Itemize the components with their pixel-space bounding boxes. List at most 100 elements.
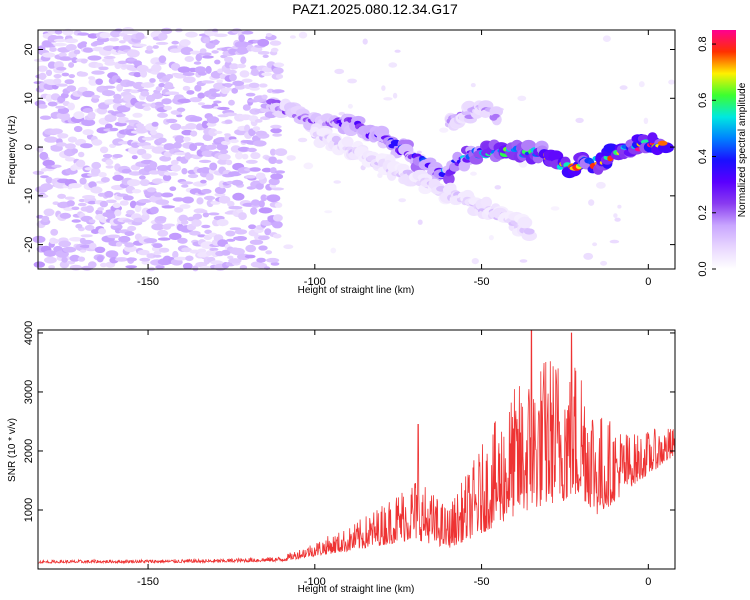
spectrogram-cell [224,69,237,75]
spectrogram-cell [198,71,207,76]
spectrogram-cell [210,260,224,265]
spectrogram-cell [127,225,137,232]
spectrogram-cell [95,78,103,85]
y-tick-label: 4000 [23,321,35,345]
spectrogram-cell [40,175,49,179]
spectrogram-cell [297,137,308,143]
spectrogram-cell [199,209,208,213]
spectrogram-cell [151,121,159,127]
spectrogram-cell [226,238,236,242]
spectrogram-cell [33,261,45,268]
spectrogram-cell [104,123,113,130]
spectrogram-cell [262,54,269,58]
spectrogram-cell [110,30,122,38]
spectrogram-cell [71,57,78,64]
spectrogram-cell [193,142,205,146]
spectrogram-cell [184,56,195,62]
spectrogram-cell [64,143,76,150]
y-tick-label: 0 [23,144,35,150]
spectrogram-cell [224,56,234,63]
spectrogram-cell [250,207,258,215]
spectrogram-cell [52,238,59,244]
spectrogram-cell [152,243,163,248]
spectrogram-cell [75,159,86,168]
colorbar-tick-label: 0.4 [697,149,709,164]
spectrogram-cell [77,32,89,36]
spectrogram-cell [249,239,264,245]
spectrogram-cell [239,70,250,78]
spectrogram-cell [131,155,138,160]
spectrogram-cell [59,56,73,61]
spectrogram-cell [208,128,218,137]
spectrogram-cell [195,53,203,62]
spectrogram-cell [48,265,55,270]
spectrogram-cell [209,247,219,252]
x-tick-label: 0 [645,276,651,288]
spectrogram-cell [170,159,179,166]
spectrogram-cell [153,192,163,198]
spectrogram-cell [68,74,76,79]
spectrogram-cell [71,148,78,154]
spectrogram-cell [245,244,257,253]
spectrogram-cell [186,90,195,95]
spectrogram-cell [97,207,104,211]
spectrogram-cell [78,86,88,92]
spectrogram-cell [129,200,137,209]
spectrogram-cell [193,61,202,65]
spectrogram-cell [182,85,191,91]
spectrogram-cell [398,198,407,203]
spectrogram-cell [64,196,75,200]
spectrogram-cell [258,245,268,251]
x-tick-label: -100 [304,576,326,588]
spectrogram-cell [205,41,216,49]
spectrogram-cell [43,250,57,257]
spectrogram-cell [88,181,97,189]
spectrogram-cell [668,79,675,85]
spectrogram-cell [196,197,204,205]
spectrogram-cell [49,47,57,52]
spectrogram-cell [234,229,248,235]
spectrogram-cell [202,212,210,218]
spectrogram-cell [231,179,244,186]
spectrogram-cell [151,178,164,184]
spectrogram-cell [91,161,102,170]
spectrogram-cell [213,100,222,104]
spectrogram-cell [137,249,150,256]
spectrogram-cell [250,152,261,160]
spectrogram-cell [213,33,228,38]
spectrogram-cell [161,98,172,105]
spectrogram-cell [105,159,114,166]
spectrogram-cell [115,241,122,247]
spectrogram-panel: -150 -100 -50 0 20 10 0 -10 -20 Height of strai… [7,27,676,296]
spectrogram-cell [94,246,106,253]
spectrogram-cell [163,223,176,227]
spectrogram-y-ticks: 20 10 0 -10 -20 [23,43,675,253]
snr-panel: -150 -100 -50 0 1000 2000 3000 4000 Height of … [7,321,676,595]
spectrogram-cell [89,242,97,250]
spectrogram-cell [205,65,212,74]
spectrogram-cell [142,145,155,150]
spectrogram-cell [53,42,67,47]
spectrogram-cell [183,136,191,142]
spectrogram-cell [249,167,261,172]
spectrogram-cell [140,90,150,97]
snr-y-axis-label: SNR (10 * v/v) [7,418,18,482]
spectrogram-cell [142,106,151,111]
spectrogram-cell [153,254,162,258]
spectrogram-cell [84,224,95,231]
colorbar-tick-label: 0.8 [697,36,709,51]
spectrogram-cell [151,64,162,72]
spectrogram-cell [119,200,129,206]
spectrogram-cell [77,71,89,77]
spectrogram-cell [643,117,649,125]
colorbar-tick-label: 0.0 [697,261,709,276]
spectrogram-cell [334,68,345,75]
spectrogram-y-axis-label: Frequency (Hz) [7,116,18,185]
spectrogram-cell [161,205,175,209]
spectrogram-cell [182,262,193,270]
spectrogram-cell [41,52,56,58]
snr-series-line [37,329,676,565]
spectrogram-cell [181,184,189,188]
spectrogram-cell [341,136,354,147]
y-tick-label: 2000 [23,439,35,463]
